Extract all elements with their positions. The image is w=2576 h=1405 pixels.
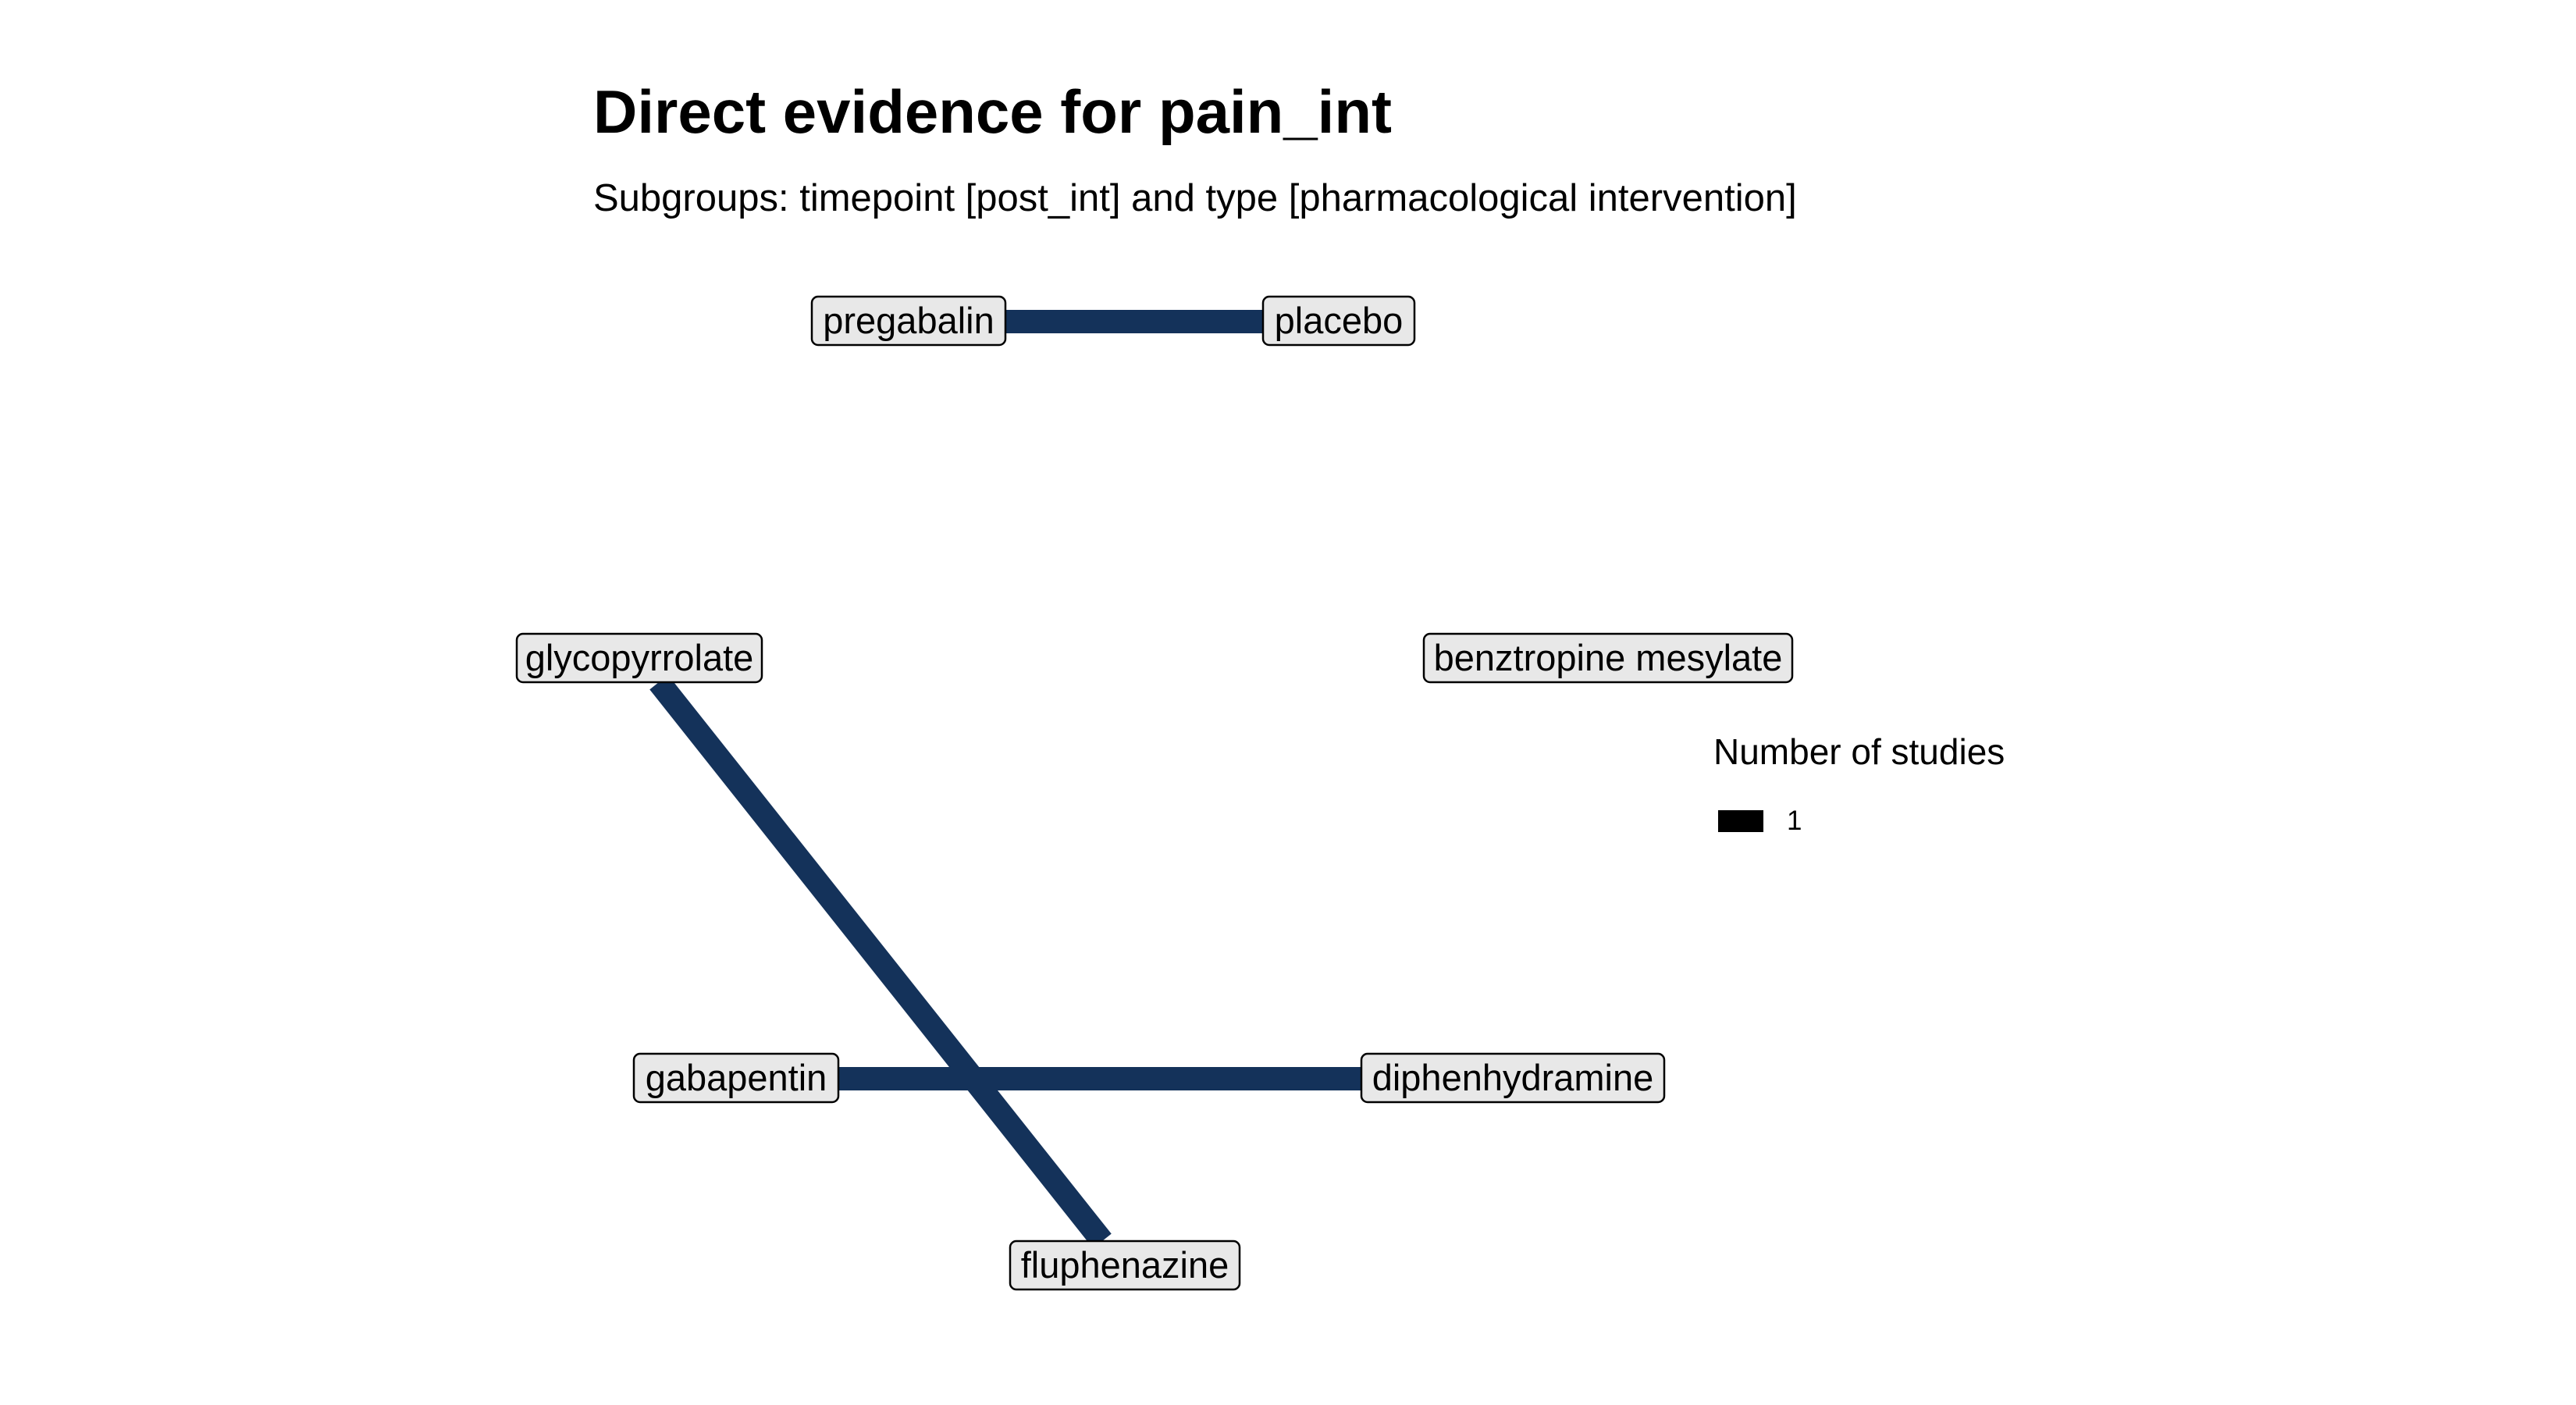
legend: Number of studies 1 bbox=[1713, 731, 2005, 834]
nodes-layer: pregabalin placebo glycopyrrolate benztropi… bbox=[515, 295, 1794, 1291]
node-label: pregabalin bbox=[823, 300, 994, 341]
node-label: glycopyrrolate bbox=[525, 637, 754, 678]
legend-item-label: 1 bbox=[1787, 806, 1802, 836]
edges-layer bbox=[649, 310, 1361, 1249]
edge-glycopyrrolate-fluphenazine bbox=[649, 674, 1112, 1249]
node-gabapentin: gabapentin bbox=[632, 1052, 840, 1104]
node-label: fluphenazine bbox=[1021, 1244, 1229, 1286]
node-box bbox=[632, 1052, 840, 1104]
node-diphenhydramine: diphenhydramine bbox=[1360, 1052, 1666, 1104]
node-fluphenazine: fluphenazine bbox=[1009, 1240, 1241, 1291]
node-box bbox=[1009, 1240, 1241, 1291]
node-label: benztropine mesylate bbox=[1434, 637, 1783, 678]
node-label: diphenhydramine bbox=[1372, 1057, 1654, 1098]
node-box bbox=[1360, 1052, 1666, 1104]
chart-title: Direct evidence for pain_int bbox=[593, 77, 1392, 146]
node-glycopyrrolate: glycopyrrolate bbox=[515, 632, 763, 684]
node-box bbox=[515, 632, 763, 684]
node-box bbox=[1261, 295, 1416, 347]
node-box bbox=[810, 295, 1007, 347]
node-label: placebo bbox=[1275, 300, 1404, 341]
legend-title: Number of studies bbox=[1713, 731, 2005, 772]
chart-subtitle: Subgroups: timepoint [post_int] and type… bbox=[593, 177, 1797, 219]
node-benztropine: benztropine mesylate bbox=[1422, 632, 1794, 684]
node-pregabalin: pregabalin bbox=[810, 295, 1007, 347]
legend-key-swatch bbox=[1718, 809, 1763, 832]
node-label: gabapentin bbox=[646, 1057, 827, 1098]
legend-item: 1 bbox=[1718, 807, 1802, 834]
node-placebo: placebo bbox=[1261, 295, 1416, 347]
node-box bbox=[1422, 632, 1794, 684]
